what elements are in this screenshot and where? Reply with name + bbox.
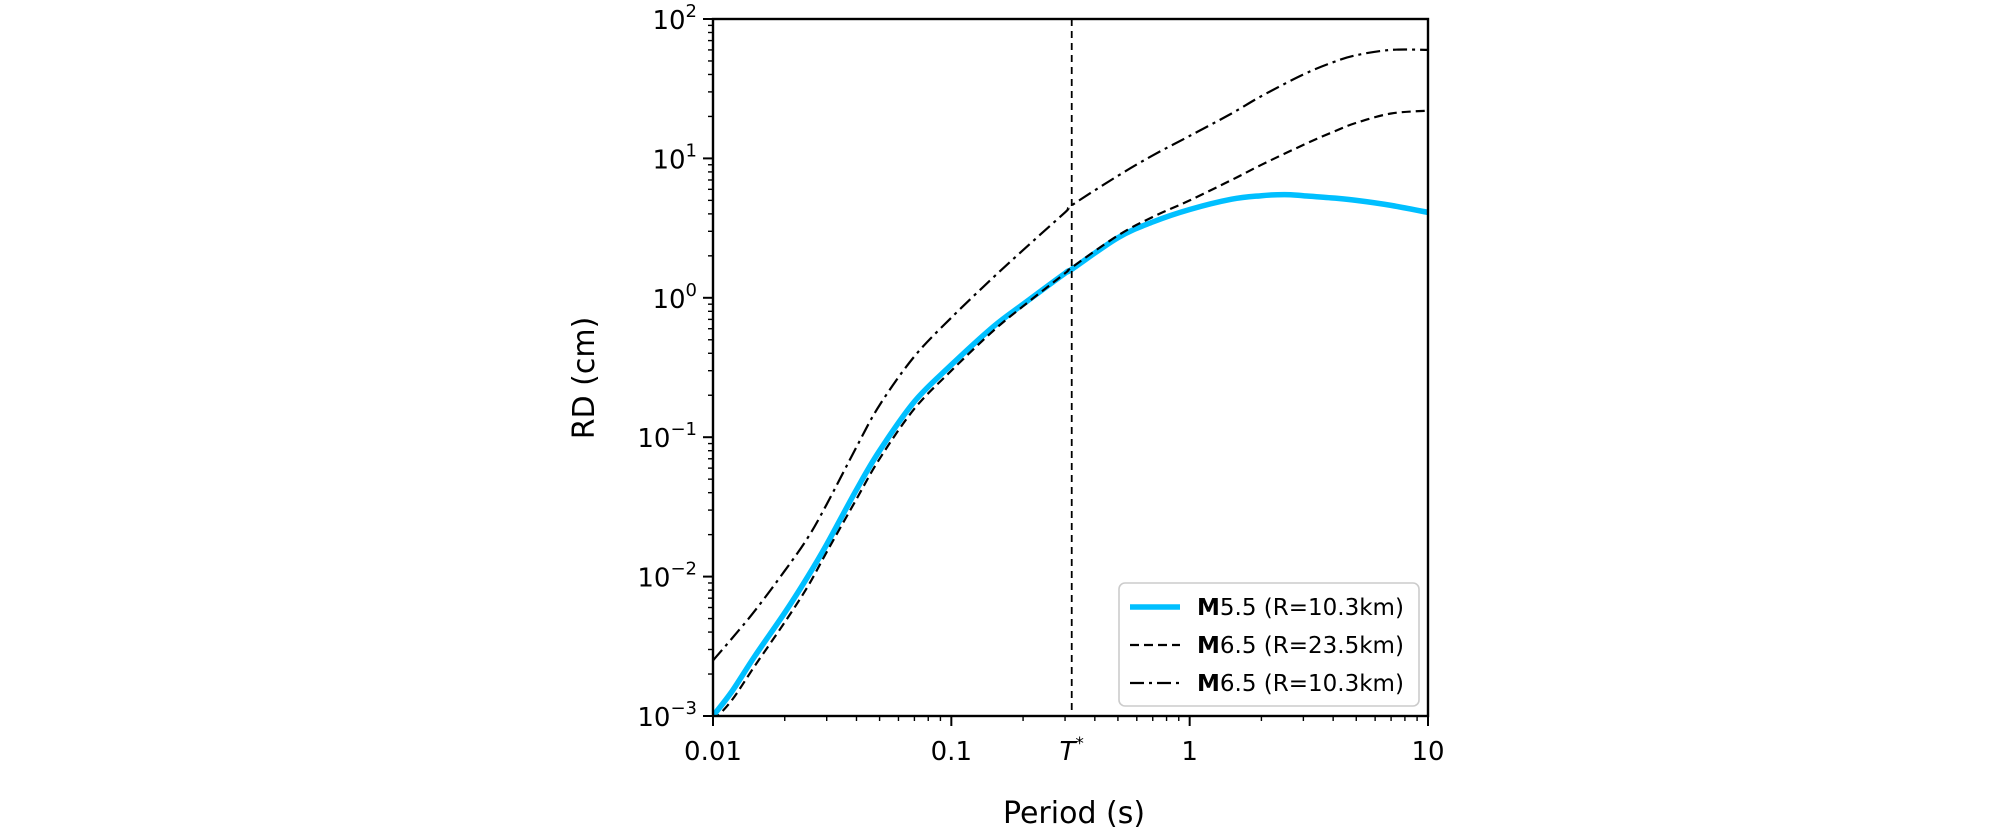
y-tick-label: 100 xyxy=(652,280,697,315)
y-tick-label: 10−2 xyxy=(637,559,697,594)
axes-frame xyxy=(711,17,1430,718)
legend-label-2: M6.5 (R=23.5km) xyxy=(1197,633,1404,659)
x-axis-title: Period (s) xyxy=(1003,796,1145,831)
y-axis-title: RD (cm) xyxy=(567,317,602,440)
y-tick-label: 10−3 xyxy=(637,698,697,733)
series-layer xyxy=(713,48,1428,716)
y-tick-label: 101 xyxy=(652,140,697,175)
x-tick-label-tstar: T* xyxy=(1060,734,1084,767)
y-tick-label: 10−1 xyxy=(637,419,697,454)
series-line-3 xyxy=(713,48,1428,662)
legend-label-1: M5.5 (R=10.3km) xyxy=(1197,595,1404,621)
legend: M5.5 (R=10.3km) M6.5 (R=23.5km) M6.5 (R=10… xyxy=(1118,582,1420,707)
series-line-2 xyxy=(716,109,1428,716)
y-tick-label: 102 xyxy=(652,1,697,36)
plot-frame xyxy=(711,17,1430,718)
legend-label-3: M6.5 (R=10.3km) xyxy=(1197,671,1404,697)
x-tick-label: 0.1 xyxy=(931,737,972,767)
x-tick-label: 10 xyxy=(1411,737,1444,767)
x-tick-label: 1 xyxy=(1181,737,1198,767)
x-tick-label: 0.01 xyxy=(684,737,742,767)
label-layer: Period (s) RD (cm) xyxy=(567,317,1145,831)
legend-box xyxy=(1118,582,1420,707)
tick-layer: 0.01 0.1 T* 1 10 10−3 10−2 10−1 100 101 102 xyxy=(637,1,1444,767)
